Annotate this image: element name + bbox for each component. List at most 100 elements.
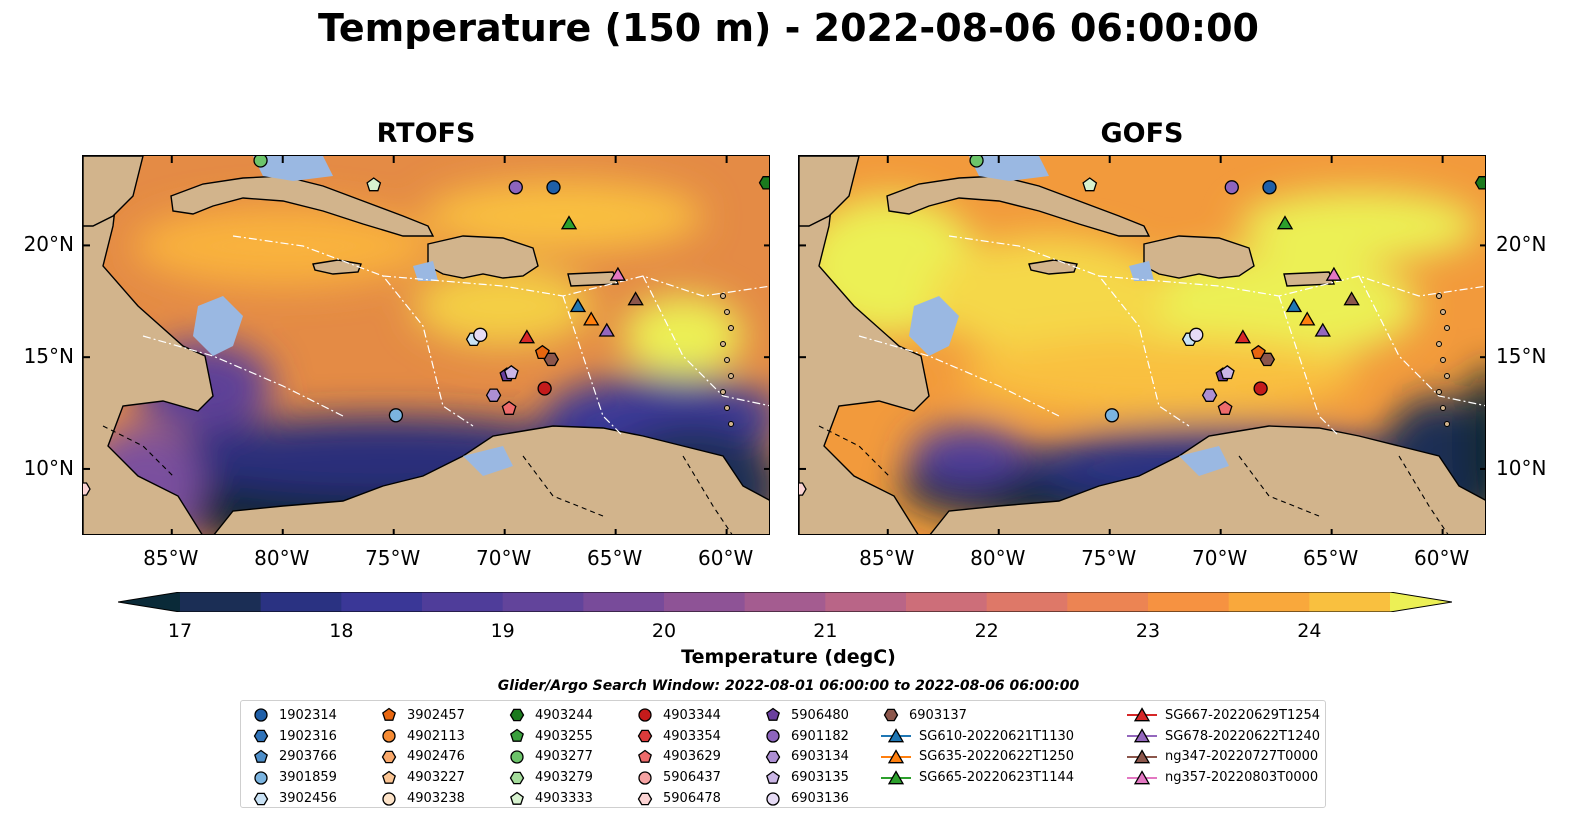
legend-marker-icon	[1127, 728, 1157, 743]
colorbar-tick: 18	[329, 620, 354, 642]
legend-marker-icon	[637, 729, 653, 743]
float-marker-SG610-20220621T1130	[569, 298, 587, 313]
legend-pentagon	[510, 728, 524, 743]
country-border	[1238, 455, 1320, 517]
legend-circle	[254, 771, 268, 785]
lesser-antilles-island	[720, 293, 726, 299]
colorbar-tick: 19	[490, 620, 515, 642]
colorbar-tick: 22	[974, 620, 999, 642]
legend-marker-icon	[381, 750, 397, 764]
legend-marker-icon	[509, 771, 525, 785]
south-america-landmass	[213, 425, 769, 534]
lesser-antilles-island	[1444, 421, 1450, 427]
map-panel-rtofs[interactable]	[82, 155, 770, 535]
legend-column: 4903344 4903354 4903629 5906437 5906478	[635, 705, 721, 809]
float-marker-6903137	[543, 352, 560, 367]
legend-hexagon	[381, 750, 397, 764]
colorbar-segment	[260, 592, 342, 612]
legend-label: 4903227	[407, 770, 465, 786]
legend-pentagon	[382, 770, 396, 784]
legend-item: 4903255	[507, 726, 593, 747]
legend-label: 1902314	[279, 707, 337, 723]
south-america-landmass	[929, 425, 1485, 534]
legend-marker-icon	[254, 708, 268, 723]
legend-marker-icon	[382, 770, 396, 784]
legend-column: 5906480 6901182 6903134 6903135 6903136	[763, 705, 849, 809]
lon-tick-label: 65°W	[587, 546, 643, 570]
legend-label: 4903279	[535, 770, 593, 786]
float-marker-6901182	[508, 180, 523, 195]
panel-title-rtofs: RTOFS	[376, 118, 476, 149]
legend-item: 5906437	[635, 767, 721, 788]
legend-column: 3902457 4902113 4902476 4903227 4903238	[379, 705, 465, 809]
colorbar-tick: 23	[1135, 620, 1161, 642]
float-marker-6903134	[485, 388, 502, 402]
legend-label: 3901859	[279, 770, 337, 786]
legend-marker-icon	[881, 769, 911, 785]
float-marker-ng357-20220803T0000	[609, 266, 627, 281]
legend-label: 4903333	[535, 791, 593, 807]
legend-marker-icon	[510, 791, 524, 805]
puerto-rico-landmass	[567, 271, 620, 287]
legend-marker-icon	[254, 749, 268, 763]
legend-marker-icon	[638, 749, 652, 763]
legend-marker-icon	[382, 708, 396, 722]
lon-tick-label: 70°W	[476, 546, 532, 570]
legend-pentagon	[510, 791, 524, 805]
legend-item: 3902456	[251, 788, 337, 809]
legend-item: 6903134	[763, 747, 849, 768]
legend-pentagon	[254, 749, 268, 763]
colorbar-segment	[906, 592, 988, 612]
eez-boundary	[232, 235, 474, 427]
legend-hexagon	[637, 729, 653, 743]
legend-item: 5906478	[635, 788, 721, 809]
float-marker-4903629	[1217, 400, 1233, 415]
float-marker-6903136	[1189, 327, 1204, 342]
colorbar-segment	[1067, 592, 1149, 612]
float-marker-ng347-20220727T0000	[1343, 291, 1360, 306]
eez-boundary	[562, 295, 624, 437]
float-marker-3902457	[1250, 344, 1266, 360]
legend-label: SG635-20220622T1250	[919, 749, 1075, 765]
float-marker-SG667-20220629T1254	[518, 329, 536, 344]
legend-item: 1902314	[251, 705, 337, 726]
legend-hexagon	[883, 709, 899, 722]
colorbar-tick: 21	[813, 620, 838, 642]
lon-tick-label: 60°W	[1413, 546, 1470, 570]
legend-label: 4903629	[663, 749, 721, 765]
map-panel-gofs[interactable]	[798, 155, 1486, 535]
float-marker-6903135	[1219, 364, 1235, 380]
legend-hexagon	[509, 709, 525, 722]
colorbar-tick: 20	[651, 620, 677, 642]
country-border	[522, 455, 604, 517]
legend-label: 4903344	[663, 707, 721, 723]
float-marker-ng347-20220727T0000	[627, 291, 644, 306]
legend-label: ng357-20220803T0000	[1165, 770, 1319, 786]
legend-triangle	[1133, 749, 1151, 764]
legend-label: ng347-20220727T0000	[1165, 749, 1319, 765]
float-marker-SG678-20220622T1240	[1314, 322, 1331, 337]
country-border	[818, 425, 890, 477]
colorbar-segment	[583, 592, 665, 612]
legend-marker-icon	[766, 729, 780, 743]
lon-tick-label: 65°W	[1303, 546, 1359, 570]
eez-boundary	[142, 335, 344, 417]
legend-label: 4902476	[407, 749, 465, 765]
float-marker-3901859	[388, 408, 404, 423]
float-marker-4903277	[969, 156, 984, 168]
legend-item: 5906480	[763, 705, 849, 726]
float-marker-4903333	[1082, 177, 1098, 192]
float-marker-4903244	[758, 176, 769, 190]
legend-triangle	[887, 728, 905, 743]
legend-marker-icon	[765, 750, 781, 764]
legend-label: 4903354	[663, 728, 721, 744]
legend-item: 4903333	[507, 788, 593, 809]
lesser-antilles-island	[1444, 325, 1450, 331]
float-marker-5906478	[83, 482, 91, 496]
float-marker-ng357-20220803T0000	[1325, 266, 1343, 281]
legend-label: 4903238	[407, 791, 465, 807]
lon-tick-label: 85°W	[859, 546, 915, 570]
legend-circle	[638, 708, 652, 723]
legend-marker-icon	[766, 791, 780, 806]
float-marker-3902457	[534, 344, 550, 360]
